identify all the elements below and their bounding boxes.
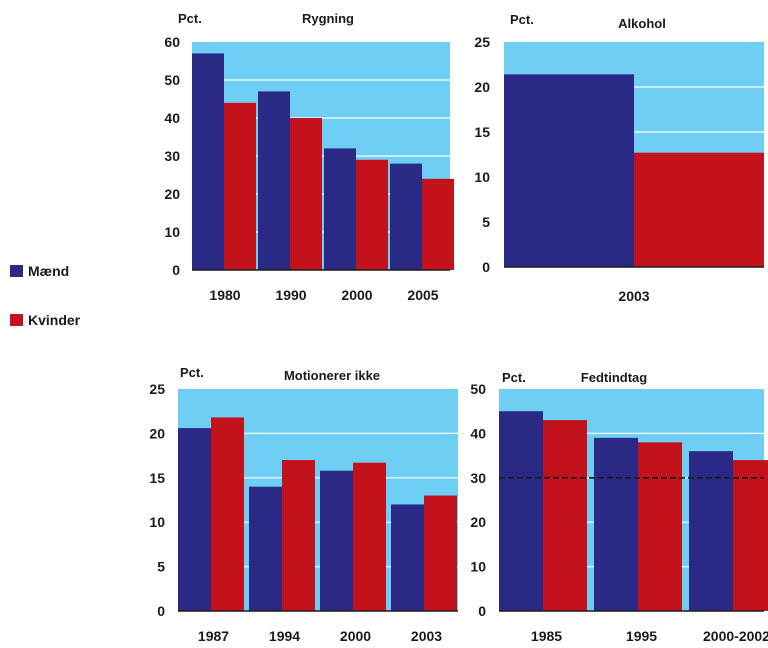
legend-swatch-men [10,265,23,277]
chart-title-alkohol: Alkohol [618,16,666,31]
bar-fedtindtag-1995-men [594,437,638,611]
bar-rygning-1990-men [258,91,290,271]
bar-motionerer-ikke-1987-men [178,428,211,611]
x-tick-rygning-2000: 2000 [341,287,372,303]
chart-title-rygning: Rygning [302,11,354,26]
x-tick-fedtindtag-2000-2002: 2000-2002 [703,628,768,644]
x-tick-motionerer-ikke-1994: 1994 [269,628,300,644]
y-axis-label-rygning: Pct. [178,11,202,26]
y-tick-alkohol-15: 15 [474,124,490,140]
bar-fedtindtag-2000-2002-women [733,460,768,611]
y-axis-label-fedtindtag: Pct. [502,370,526,385]
y-tick-motionerer-ikke-0: 0 [157,603,165,619]
bar-motionerer-ikke-1994-men [249,486,282,611]
y-tick-fedtindtag-20: 20 [470,514,486,530]
bar-motionerer-ikke-2000-women [353,462,386,611]
y-tick-motionerer-ikke-20: 20 [149,425,165,441]
bar-alkohol-2003-men [504,74,634,268]
y-tick-rygning-60: 60 [164,34,180,50]
y-tick-rygning-0: 0 [172,262,180,278]
bar-rygning-2000-men [324,148,356,270]
y-tick-alkohol-25: 25 [474,34,490,50]
bar-rygning-2000-women [356,159,388,270]
y-tick-fedtindtag-50: 50 [470,381,486,397]
bar-rygning-1980-men [192,53,224,271]
chart-title-motionerer-ikke: Motionerer ikke [284,368,380,383]
y-axis-label-alkohol: Pct. [510,12,534,27]
bar-rygning-2005-men [390,163,422,270]
x-tick-rygning-1980: 1980 [209,287,240,303]
bar-fedtindtag-1985-men [499,411,543,611]
bar-motionerer-ikke-2003-men [391,504,424,611]
x-tick-motionerer-ikke-2000: 2000 [340,628,371,644]
y-tick-fedtindtag-40: 40 [470,425,486,441]
bar-fedtindtag-1995-women [638,442,682,611]
y-tick-rygning-30: 30 [164,148,180,164]
y-tick-alkohol-0: 0 [482,259,490,275]
y-tick-motionerer-ikke-25: 25 [149,381,165,397]
y-tick-rygning-50: 50 [164,72,180,88]
y-tick-rygning-20: 20 [164,186,180,202]
y-tick-alkohol-10: 10 [474,169,490,185]
legend-swatch-women [10,314,23,326]
y-axis-label-motionerer-ikke: Pct. [180,365,204,380]
legend-item-women: Kvinder [10,312,80,328]
bar-rygning-2005-women [422,178,454,270]
bar-fedtindtag-2000-2002-men [689,451,733,611]
bar-motionerer-ikke-1987-women [211,417,244,611]
bar-fedtindtag-1985-women [543,420,587,611]
chart-title-fedtindtag: Fedtindtag [581,370,647,385]
legend-item-men: Mænd [10,263,69,279]
x-tick-motionerer-ikke-2003: 2003 [411,628,442,644]
x-tick-motionerer-ikke-1987: 1987 [198,628,229,644]
bar-alkohol-2003-women [634,152,764,267]
bar-rygning-1990-women [290,118,322,270]
legend-label-men: Mænd [28,263,70,279]
x-tick-rygning-1990: 1990 [275,287,306,303]
bar-motionerer-ikke-1994-women [282,460,315,611]
y-tick-alkohol-5: 5 [482,214,490,230]
bar-motionerer-ikke-2003-women [424,495,457,611]
y-tick-rygning-10: 10 [164,224,180,240]
x-tick-fedtindtag-1985: 1985 [531,628,562,644]
y-tick-fedtindtag-30: 30 [470,470,486,486]
y-tick-motionerer-ikke-15: 15 [149,470,165,486]
bar-rygning-1980-women [224,102,256,270]
y-tick-fedtindtag-0: 0 [478,603,486,619]
legend-label-women: Kvinder [28,312,81,328]
y-tick-alkohol-20: 20 [474,79,490,95]
bar-motionerer-ikke-2000-men [320,470,353,611]
y-tick-rygning-40: 40 [164,110,180,126]
y-tick-fedtindtag-10: 10 [470,559,486,575]
x-tick-fedtindtag-1995: 1995 [626,628,657,644]
y-tick-motionerer-ikke-5: 5 [157,559,165,575]
x-tick-rygning-2005: 2005 [407,287,438,303]
y-tick-motionerer-ikke-10: 10 [149,514,165,530]
x-tick-alkohol-2003: 2003 [618,288,649,304]
